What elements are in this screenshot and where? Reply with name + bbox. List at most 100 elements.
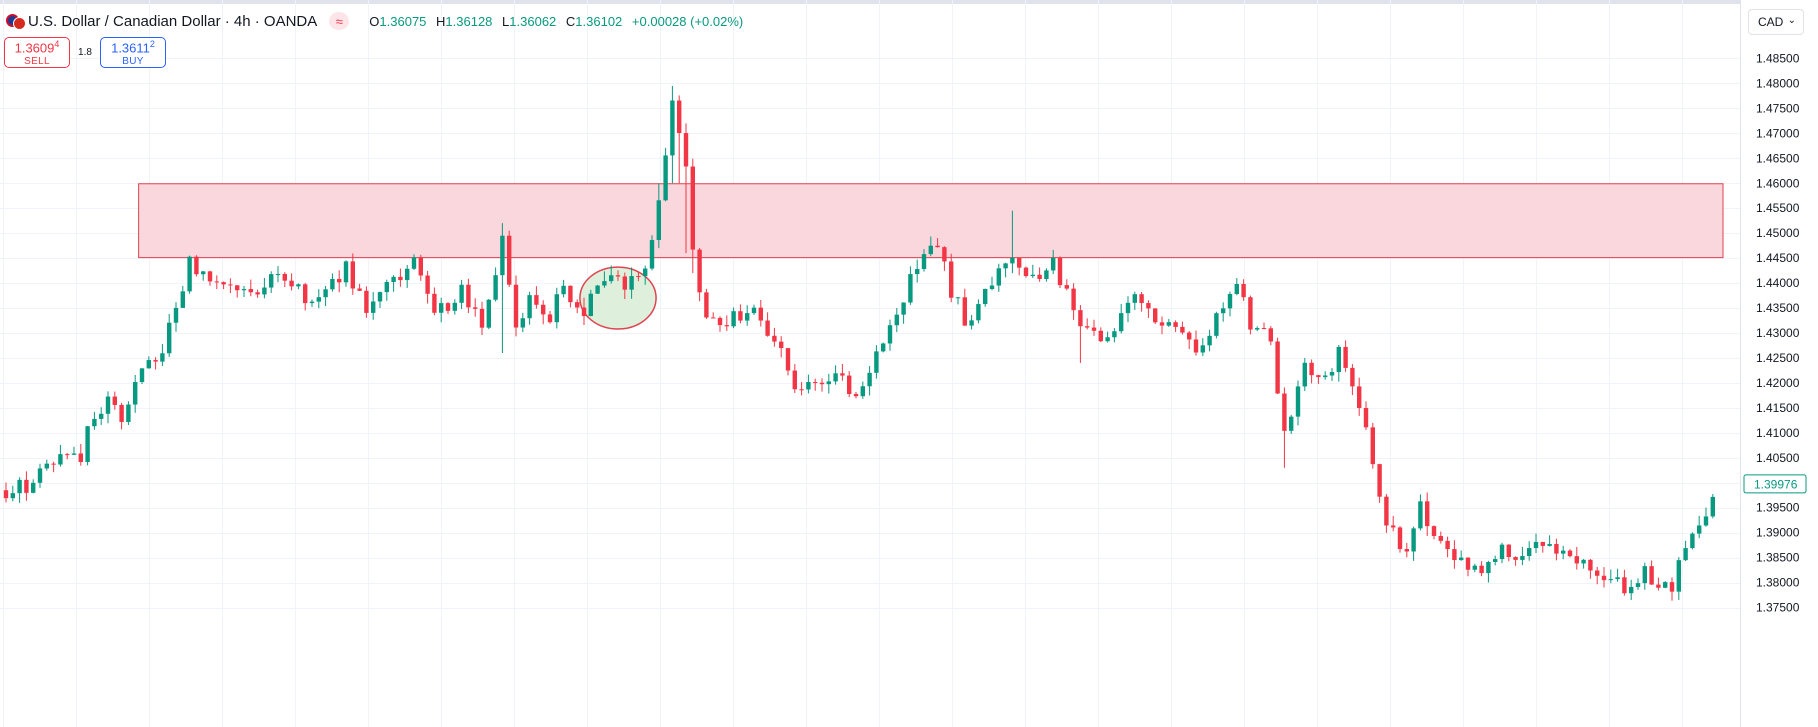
- candle[interactable]: [534, 286, 539, 309]
- candle[interactable]: [1207, 329, 1212, 352]
- candle[interactable]: [745, 305, 750, 326]
- candle[interactable]: [955, 297, 961, 305]
- candle[interactable]: [656, 183, 661, 249]
- candle[interactable]: [303, 282, 308, 311]
- candle[interactable]: [942, 246, 947, 271]
- candle[interactable]: [1091, 319, 1097, 336]
- candle[interactable]: [432, 287, 437, 316]
- candle[interactable]: [357, 283, 362, 291]
- candle[interactable]: [826, 373, 831, 394]
- candle[interactable]: [1377, 463, 1382, 503]
- candle[interactable]: [1010, 210, 1015, 274]
- candle[interactable]: [609, 265, 614, 284]
- candle[interactable]: [1472, 563, 1477, 573]
- candle[interactable]: [1166, 318, 1171, 327]
- candle[interactable]: [1363, 401, 1369, 430]
- candle[interactable]: [697, 248, 702, 302]
- candle[interactable]: [1676, 557, 1681, 600]
- candle[interactable]: [337, 270, 342, 293]
- candle[interactable]: [1690, 532, 1695, 550]
- candle[interactable]: [1105, 331, 1110, 343]
- candle[interactable]: [527, 291, 532, 325]
- candle[interactable]: [1418, 494, 1423, 531]
- candle[interactable]: [439, 297, 444, 323]
- candle[interactable]: [44, 459, 49, 471]
- last-price-marker[interactable]: [1743, 474, 1807, 494]
- candle[interactable]: [1452, 540, 1457, 569]
- candle[interactable]: [1282, 387, 1287, 468]
- candle[interactable]: [1391, 516, 1396, 532]
- candle[interactable]: [792, 364, 797, 393]
- candle[interactable]: [962, 288, 967, 327]
- candle[interactable]: [71, 446, 77, 455]
- candle[interactable]: [343, 260, 349, 287]
- candle[interactable]: [58, 445, 63, 467]
- candle[interactable]: [1459, 550, 1464, 561]
- candle[interactable]: [1357, 377, 1362, 416]
- candle[interactable]: [1561, 545, 1566, 560]
- candle[interactable]: [1132, 291, 1137, 310]
- wave-icon[interactable]: ≈: [329, 12, 350, 30]
- candle[interactable]: [1003, 262, 1008, 278]
- candle[interactable]: [37, 463, 43, 488]
- candle[interactable]: [765, 312, 770, 337]
- candle[interactable]: [1139, 291, 1144, 312]
- candle[interactable]: [1214, 311, 1219, 339]
- highlight-circle[interactable]: [579, 266, 657, 330]
- candle[interactable]: [758, 300, 763, 327]
- candle[interactable]: [201, 270, 206, 281]
- candle[interactable]: [1112, 328, 1117, 343]
- candle[interactable]: [1227, 291, 1233, 317]
- candle[interactable]: [473, 298, 478, 317]
- candle[interactable]: [1520, 546, 1525, 566]
- candle[interactable]: [1588, 559, 1593, 579]
- candle[interactable]: [1044, 268, 1049, 282]
- candle[interactable]: [785, 347, 791, 376]
- candle[interactable]: [1397, 526, 1403, 553]
- candle[interactable]: [1411, 526, 1416, 561]
- candle[interactable]: [1200, 338, 1205, 356]
- buy-button[interactable]: 1.36112 BUY: [100, 37, 166, 68]
- candle[interactable]: [1527, 541, 1532, 561]
- candle[interactable]: [425, 270, 430, 304]
- candle[interactable]: [486, 299, 491, 330]
- candle[interactable]: [221, 281, 226, 290]
- candle[interactable]: [119, 402, 124, 430]
- candle[interactable]: [126, 401, 131, 425]
- candle[interactable]: [1493, 555, 1498, 566]
- candle[interactable]: [1309, 359, 1314, 384]
- candle[interactable]: [112, 391, 117, 410]
- candle[interactable]: [554, 287, 559, 329]
- candle[interactable]: [983, 288, 988, 307]
- candle[interactable]: [78, 443, 83, 466]
- candle[interactable]: [615, 270, 621, 281]
- candle[interactable]: [1193, 330, 1199, 356]
- candle[interactable]: [3, 482, 9, 503]
- candle[interactable]: [1540, 541, 1545, 553]
- currency-selector[interactable]: CAD ⌄: [1748, 9, 1804, 35]
- candle[interactable]: [989, 276, 995, 291]
- candle[interactable]: [1697, 515, 1702, 539]
- candle[interactable]: [813, 378, 818, 391]
- candle[interactable]: [1071, 283, 1076, 320]
- candle[interactable]: [493, 267, 498, 302]
- candle[interactable]: [377, 291, 383, 309]
- candle[interactable]: [282, 272, 287, 288]
- candle[interactable]: [350, 253, 355, 295]
- candle[interactable]: [819, 378, 825, 392]
- candle[interactable]: [255, 289, 260, 298]
- candle[interactable]: [1486, 560, 1491, 583]
- candle[interactable]: [1608, 569, 1613, 584]
- candle[interactable]: [1513, 556, 1518, 566]
- candle[interactable]: [772, 327, 777, 347]
- candle[interactable]: [309, 299, 315, 307]
- candle[interactable]: [1506, 544, 1511, 562]
- candle[interactable]: [833, 365, 838, 385]
- candle[interactable]: [194, 255, 199, 277]
- candle[interactable]: [1241, 279, 1246, 301]
- candle[interactable]: [323, 285, 328, 307]
- candle[interactable]: [296, 283, 301, 290]
- candle[interactable]: [1465, 557, 1471, 577]
- candle[interactable]: [881, 342, 886, 353]
- candle[interactable]: [690, 158, 695, 274]
